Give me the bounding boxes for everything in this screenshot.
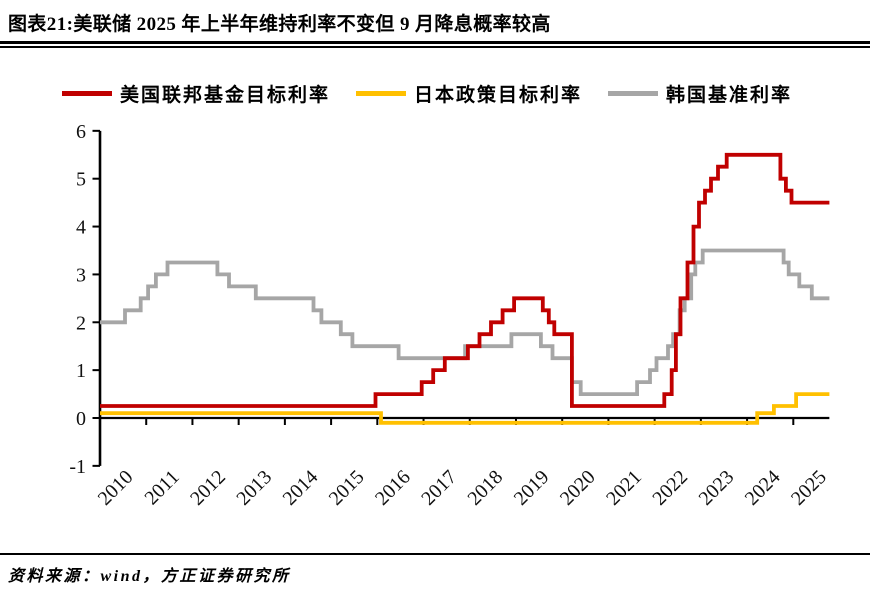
x-tick-label: 2025 (787, 466, 831, 510)
y-tick-label: 3 (76, 264, 86, 286)
legend-item-japan-policy-rate: 日本政策目标利率 (356, 80, 582, 107)
legend-label-japan: 日本政策目标利率 (414, 85, 583, 106)
x-tick-label: 2012 (186, 466, 230, 510)
x-tick-label: 2020 (556, 466, 600, 510)
x-tick-label: 2010 (94, 466, 138, 510)
series-line-1 (100, 392, 830, 425)
series-line-2 (100, 248, 830, 396)
source-note: 资料来源：wind，方正证券研究所 (8, 568, 291, 585)
y-tick-label: 2 (76, 312, 86, 334)
x-tick-label: 2017 (417, 466, 461, 510)
x-tick-label: 2021 (602, 466, 646, 510)
y-tick-label: 1 (76, 360, 86, 382)
x-tick-label: 2024 (741, 466, 785, 510)
x-tick-label: 2022 (648, 466, 692, 510)
x-tick-label: 2019 (510, 466, 554, 510)
x-tick-label: 2013 (232, 466, 276, 510)
x-tick-label: 2016 (371, 466, 415, 510)
legend-label-us: 美国联邦基金目标利率 (120, 85, 331, 106)
chart-title: 图表21:美联储 2025 年上半年维持利率不变但 9 月降息概率较高 (8, 14, 551, 35)
y-tick-label: 6 (76, 121, 86, 143)
y-tick-label: 0 (76, 408, 86, 430)
y-tick-label: 4 (76, 217, 86, 239)
series-line-0 (100, 152, 830, 408)
legend-item-us-fed-funds: 美国联邦基金目标利率 (62, 80, 330, 107)
legend-swatch-us-red-line (62, 91, 112, 96)
legend-label-korea: 韩国基准利率 (666, 85, 793, 106)
y-tick-label: -1 (69, 456, 86, 478)
x-tick-label: 2011 (140, 466, 183, 509)
x-tick-label: 2018 (463, 466, 507, 510)
x-tick-label: 2015 (325, 466, 369, 510)
title-rule-light (0, 46, 870, 48)
y-tick-label: 5 (76, 169, 86, 191)
legend-swatch-korea-gray-line (608, 91, 659, 96)
x-tick-label: 2023 (695, 466, 739, 510)
legend-item-korea-base-rate: 韩国基准利率 (608, 80, 792, 107)
title-rule-heavy (0, 41, 870, 44)
x-tick-label: 2014 (279, 466, 323, 510)
footer-rule (0, 553, 870, 555)
legend-swatch-japan-yellow-line (356, 91, 407, 96)
chart-legend: 美国联邦基金目标利率 日本政策目标利率 韩国基准利率 (62, 80, 792, 107)
